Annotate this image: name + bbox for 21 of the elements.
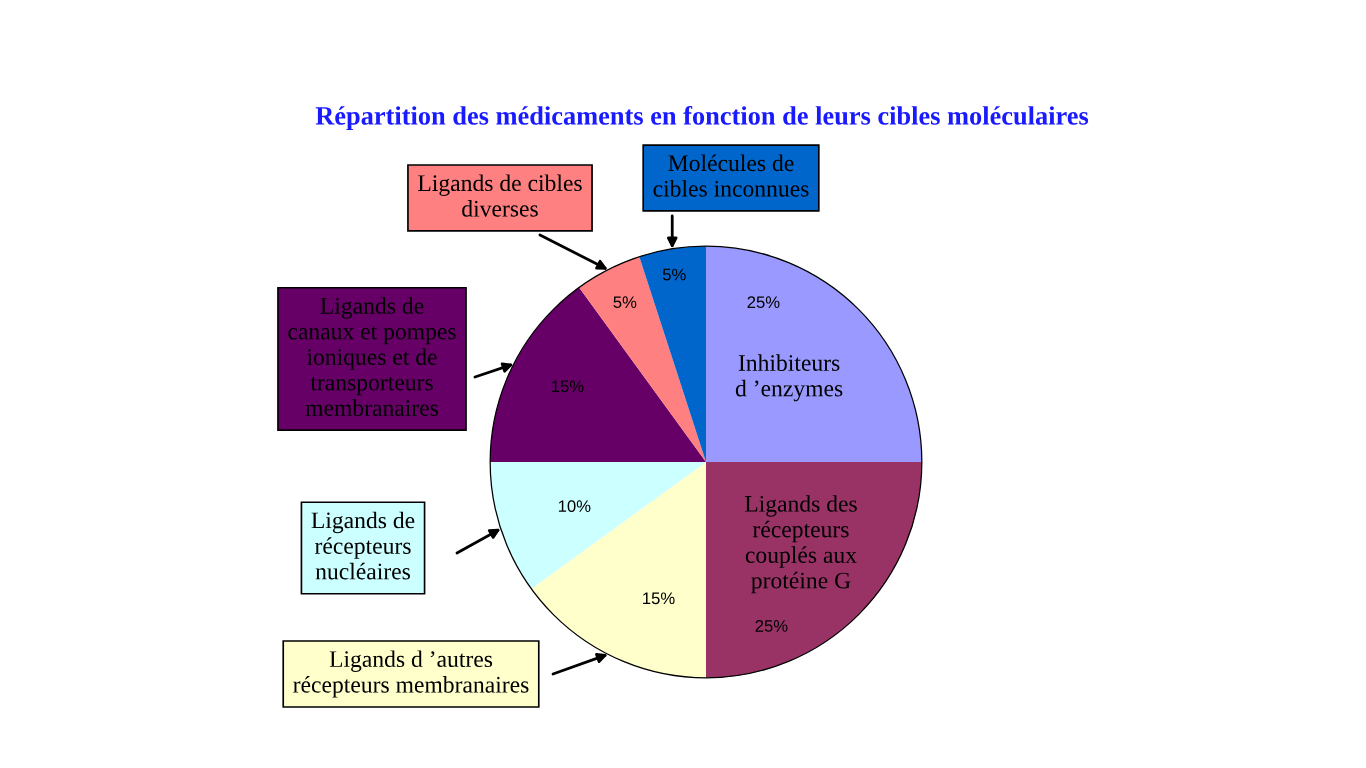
data-label: 25% [755,620,788,632]
pie-slice [531,462,706,678]
slice-label: Ligands de cibles diverses [418,174,582,217]
slice-label: Ligands de canaux et pompes ioniques et de transporteurs membranaires [288,297,456,416]
pie-slice [639,246,706,462]
pie-slice [490,462,706,589]
pie-slice [706,462,922,678]
pie-slice [706,246,922,462]
slice-label: Ligands des récepteurs couplés aux protéine G [744,495,857,594]
slice-label: Ligands de récepteurs nucléaires [311,511,415,580]
data-label: 25% [747,296,780,309]
data-label: 15% [552,380,584,393]
data-label: 5% [662,268,686,281]
slice-label: Ligands d ’autres récepteurs membranaires [293,650,529,698]
data-label: 5% [613,296,637,309]
data-label: 10% [558,500,591,513]
data-label: 15% [643,592,675,605]
chart-title: Répartition des médicaments en fonction de leurs cibles moléculaires [315,105,1089,131]
slice-label: Inhibiteurs d ’enzymes [735,354,843,402]
pie-slice [490,287,706,462]
slice-label: Molécules de cibles inconnues [653,154,809,197]
